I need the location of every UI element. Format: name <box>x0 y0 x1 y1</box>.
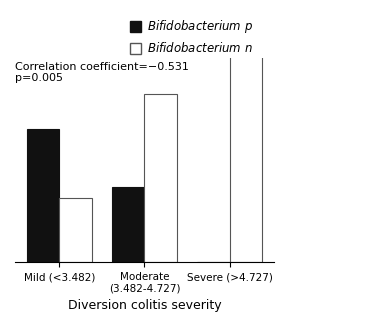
X-axis label: Diversion colitis severity: Diversion colitis severity <box>68 299 221 312</box>
Bar <box>27 129 59 262</box>
Bar <box>144 94 177 262</box>
Text: Correlation coefficient=−0.531
p=0.005: Correlation coefficient=−0.531 p=0.005 <box>15 62 189 83</box>
Bar <box>230 0 262 262</box>
Bar <box>112 187 144 262</box>
Legend: $\it{Bifidobacterium}$ $\it{p}$, $\it{Bifidobacterium}$ $\it{n}$: $\it{Bifidobacterium}$ $\it{p}$, $\it{Bi… <box>130 19 253 55</box>
Bar <box>59 198 92 262</box>
